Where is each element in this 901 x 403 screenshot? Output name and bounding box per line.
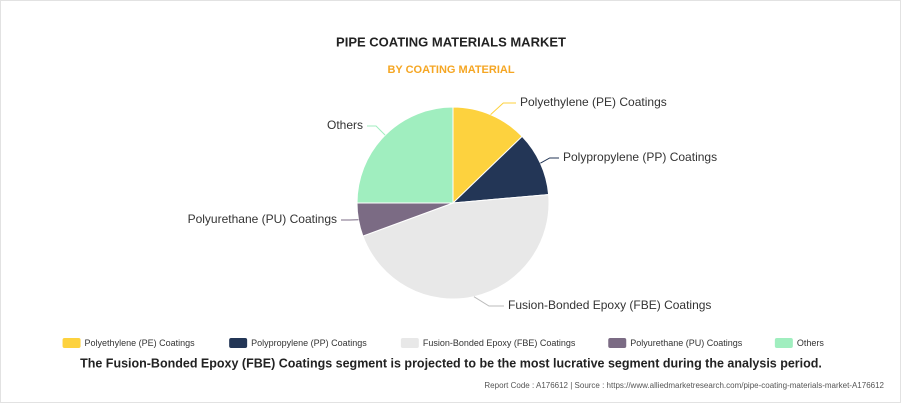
legend-swatch (62, 338, 81, 348)
legend-label: Others (797, 338, 825, 348)
leader-line (367, 125, 386, 136)
legend-label: Polypropylene (PP) Coatings (251, 338, 367, 348)
slice-label: Polyurethane (PU) Coatings (188, 212, 337, 226)
legend-label: Fusion-Bonded Epoxy (FBE) Coatings (423, 338, 576, 348)
slice-label: Polypropylene (PP) Coatings (563, 150, 717, 164)
pie-slice (356, 106, 454, 204)
slice-label: Fusion-Bonded Epoxy (FBE) Coatings (508, 298, 711, 312)
caption: The Fusion-Bonded Epoxy (FBE) Coatings s… (80, 356, 822, 370)
leader-line (540, 157, 559, 164)
slice-label: Others (327, 118, 363, 132)
legend-swatch (608, 338, 627, 348)
legend-swatch (400, 338, 419, 348)
legend-label: Polyurethane (PU) Coatings (630, 338, 743, 348)
chart-title: PIPE COATING MATERIALS MARKET (336, 34, 566, 49)
slice-label: Polyethylene (PE) Coatings (520, 95, 667, 109)
legend-label: Polyethylene (PE) Coatings (85, 338, 196, 348)
leader-line (490, 102, 516, 116)
chart-subtitle: BY COATING MATERIAL (387, 64, 514, 76)
legend-swatch (774, 338, 793, 348)
legend-swatch (229, 338, 248, 348)
source: Report Code : A176612 | Source : https:/… (484, 381, 884, 390)
leader-line (473, 296, 504, 307)
